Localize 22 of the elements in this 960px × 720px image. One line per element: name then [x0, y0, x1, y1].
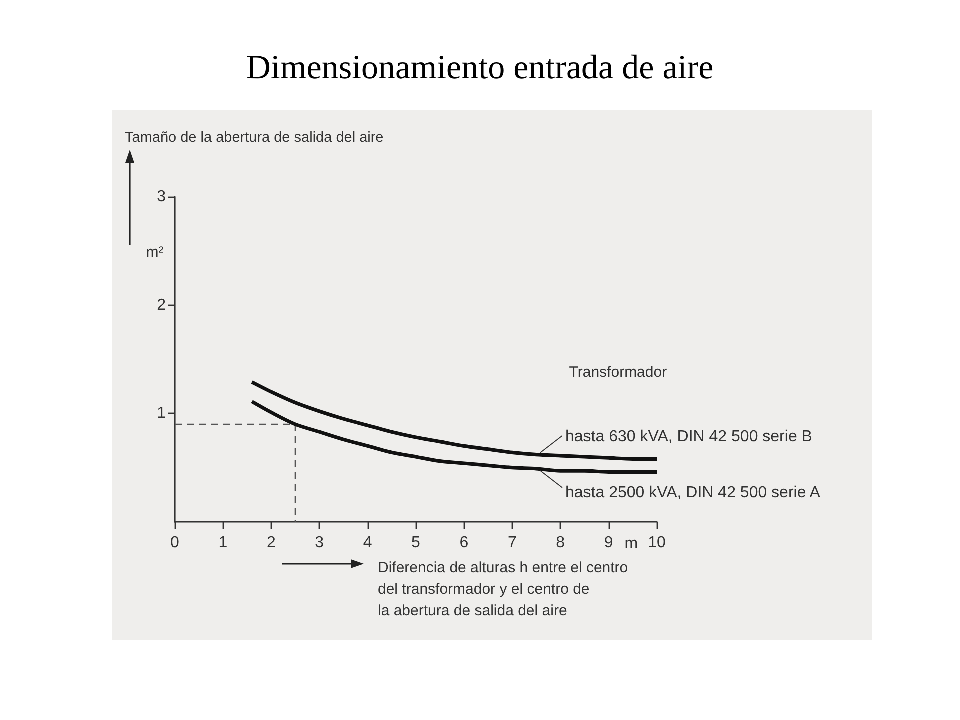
x-tick-label: 7: [508, 534, 517, 552]
x-tick-label: 8: [556, 534, 566, 552]
x-tick-label: 10: [648, 534, 666, 552]
x-tick-label: 2: [266, 534, 276, 552]
y-tick-label: 3: [157, 188, 166, 206]
x-axis-title: Diferencia de alturas h entre el centro del transformador y el centro de la abertura de salida del aire: [378, 559, 628, 620]
x-tick-label: 3: [315, 534, 324, 552]
x-tick-label: 1: [218, 534, 228, 552]
text: m²: [146, 244, 164, 261]
series-label: hasta 630 kVA, DIN 42 500 serie B: [566, 428, 812, 446]
annotation: Transformador: [569, 364, 668, 381]
x-tick-label: 5: [412, 534, 421, 552]
x-tick-label: 6: [460, 534, 469, 552]
x-tick-label: 9: [604, 534, 614, 552]
chart-title: Dimensionamiento entrada de aire: [246, 50, 714, 86]
x-tick-label: 4: [363, 534, 372, 552]
series-label: hasta 2500 kVA, DIN 42 500 serie A: [566, 484, 821, 502]
y-axis-title: Tamaño de la abertura de salida del aire: [125, 130, 384, 146]
y-tick-label: 2: [157, 296, 166, 314]
y-tick-label: 1: [157, 405, 166, 422]
x-tick-label: 0: [170, 534, 180, 552]
text: m: [624, 536, 638, 552]
